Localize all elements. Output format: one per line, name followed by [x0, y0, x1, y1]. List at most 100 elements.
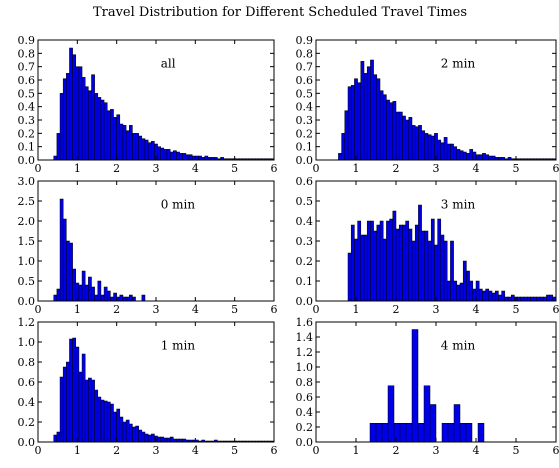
histogram-bar	[350, 224, 355, 302]
y-tick-label: 0.3	[296, 235, 314, 248]
y-tick-label: 1.2	[18, 316, 36, 329]
histogram-bar	[125, 130, 130, 161]
x-tick-label: 3	[433, 162, 440, 175]
panel-annotation: 0 min	[161, 198, 196, 212]
y-tick-label: 1.6	[296, 316, 314, 329]
panel-5: 0 1 2 3 4 5 6 0.0 0.2 0.4 0.6 0.8 1.0 1.2 1.4 1.6 4 min	[296, 316, 559, 457]
histogram-bar	[423, 385, 431, 443]
histogram-bar	[113, 411, 117, 443]
histogram-bar	[129, 294, 133, 302]
histogram-bar	[144, 433, 149, 443]
x-tick-label: 1	[74, 303, 81, 316]
histogram-bar	[366, 66, 371, 161]
histogram-bar	[81, 353, 86, 443]
histogram-bar	[116, 114, 121, 161]
histogram-bar	[441, 423, 449, 443]
histogram-bar	[119, 416, 124, 443]
histogram-bar	[462, 260, 467, 302]
panel-annotation: 3 min	[441, 198, 476, 212]
x-tick-label: 0	[35, 303, 42, 316]
histogram-bar	[437, 139, 442, 161]
histogram-bar	[72, 54, 77, 161]
y-tick-label: 1.4	[296, 331, 314, 344]
histogram-bar	[88, 377, 92, 443]
histogram-bar	[62, 218, 67, 302]
x-tick-label: 4	[192, 444, 199, 457]
histogram-bar	[347, 252, 352, 302]
histogram-bar	[411, 125, 416, 161]
y-tick-label: 0.4	[18, 101, 36, 114]
histogram-bar	[459, 423, 467, 443]
histogram-bar	[344, 110, 349, 161]
x-tick-label: 3	[153, 444, 160, 457]
y-tick-label: 0.0	[18, 436, 36, 449]
histogram-bar	[376, 78, 381, 161]
histogram-bar	[370, 59, 374, 161]
histogram-bar	[382, 94, 387, 161]
histogram-bar	[59, 376, 64, 443]
histogram-bar	[469, 149, 474, 161]
histogram-bar	[132, 296, 136, 302]
histogram-bar	[360, 61, 365, 161]
histogram-bar	[456, 284, 461, 302]
histogram-bar	[389, 218, 394, 302]
x-tick-label: 0	[35, 444, 42, 457]
y-tick-label: 0.4	[296, 101, 314, 114]
y-tick-label: 0.4	[296, 406, 314, 419]
x-tick-label: 2	[113, 162, 120, 175]
histogram-bar	[411, 329, 419, 443]
y-tick-label: 1.2	[296, 346, 314, 359]
histogram-bar	[414, 126, 419, 161]
histogram-bar	[138, 135, 143, 161]
histogram-bar	[350, 85, 355, 161]
y-tick-label: 0.9	[296, 34, 314, 47]
histogram-bar	[122, 296, 127, 302]
panel-4: 0 1 2 3 4 5 6 0.0 0.2 0.4 0.6 0.8 1.0 1.2 1 min	[18, 316, 278, 457]
x-tick-label: 4	[473, 162, 480, 175]
histogram-bar	[392, 101, 397, 161]
histogram-bar	[363, 73, 368, 161]
histogram-bar	[179, 153, 184, 161]
histogram-bar	[91, 379, 95, 443]
histogram-bar	[373, 230, 378, 302]
histogram-bar	[526, 296, 531, 302]
x-tick-label: 5	[231, 303, 238, 316]
histogram-bar	[363, 234, 368, 302]
histogram-bar	[129, 125, 133, 161]
histogram-bar	[59, 198, 64, 302]
histogram-bar	[97, 280, 102, 302]
histogram-bar	[338, 153, 342, 161]
histogram-bar	[122, 421, 127, 443]
histogram-bar	[549, 294, 554, 302]
histogram-bar	[501, 290, 506, 302]
histogram-bar	[517, 296, 522, 302]
histogram-bar	[418, 125, 422, 161]
histogram-bar	[485, 288, 490, 302]
histogram-bar	[393, 423, 401, 443]
histogram-bar	[443, 240, 448, 302]
histogram-bar	[122, 125, 127, 161]
histogram-bar	[399, 423, 407, 443]
histogram-bar	[478, 288, 483, 302]
histogram-bar	[72, 337, 77, 443]
histogram-bar	[100, 399, 105, 443]
y-tick-label: 0.0	[296, 436, 314, 449]
y-tick-label: 0.3	[296, 114, 314, 127]
histogram-bar	[72, 268, 77, 302]
histogram-bar	[446, 143, 451, 161]
histogram-bar	[408, 228, 413, 302]
histogram-bar	[360, 234, 365, 302]
histogram-bar	[386, 220, 390, 302]
histogram-bar	[169, 151, 174, 161]
histogram-bar	[66, 240, 70, 302]
y-tick-label: 0.6	[296, 74, 314, 87]
histogram-bar	[462, 151, 467, 161]
histogram-bar	[533, 296, 538, 302]
histogram-bar	[81, 270, 86, 302]
histogram-bar	[138, 429, 143, 443]
y-tick-label: 0.2	[296, 127, 314, 140]
histogram-bar	[94, 389, 99, 443]
y-tick-label: 1.0	[296, 361, 314, 374]
histogram-bar	[144, 139, 149, 161]
x-tick-label: 4	[192, 162, 199, 175]
